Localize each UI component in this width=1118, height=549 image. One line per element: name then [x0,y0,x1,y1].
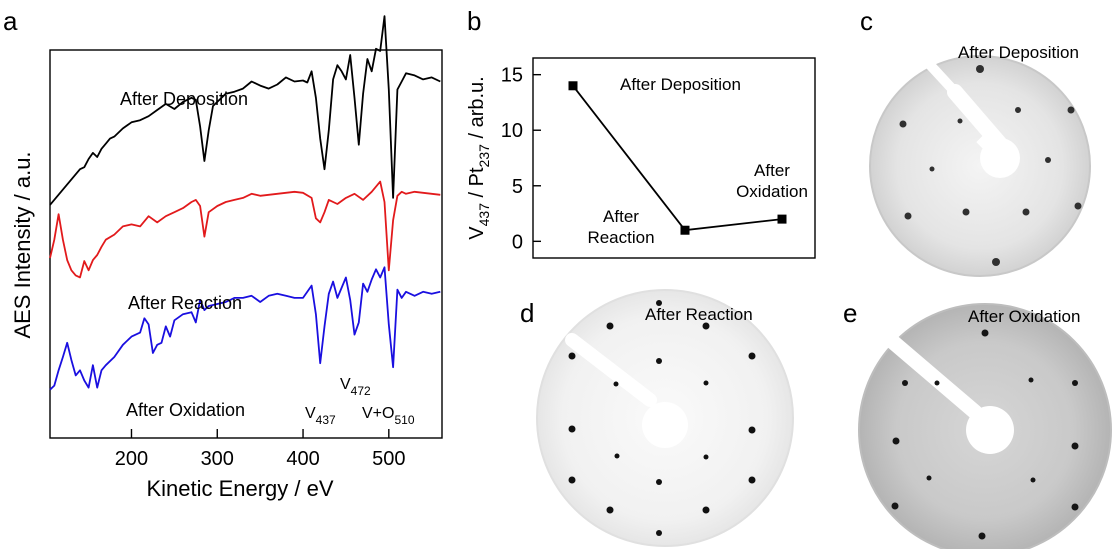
image-caption-e: After Oxidation [968,307,1080,326]
peak-label-vo510: V+O510 [362,405,415,427]
ratio-ylabel: V437 / Pt237 / arb.u. [466,76,492,239]
aes-chart: 200 300 400 500 Kinetic Energy / eV AES Int… [10,15,443,501]
label-after-deposition: After Deposition [120,89,248,109]
aes-x-tick-label: 200 [115,448,148,470]
panel-label-c: c [860,6,873,36]
aes-series-line [49,15,441,206]
ratio-plot-frame [532,57,816,259]
label-after-reaction: After Reaction [128,293,242,313]
label-after-oxidation: After Oxidation [126,400,245,420]
panel-label-b: b [467,6,481,36]
point-label-reaction-1: After [603,207,639,226]
ratio-y-tick-label: 0 [512,231,523,253]
point-label-reaction-2: Reaction [587,228,654,247]
leed-image-d: After Reaction [536,289,794,547]
aes-x-tick-label: 500 [372,448,405,470]
aes-x-tick-label: 300 [201,448,234,470]
peak-label-v437: V437 [305,405,336,427]
leed-image-c: After Deposition [869,43,1091,277]
ratio-point-marker [568,81,578,91]
image-caption-c: After Deposition [958,43,1079,62]
panel-label-e: e [843,298,857,328]
panel-label-a: a [3,6,18,36]
ratio-y-tick-label: 10 [501,120,523,142]
ratio-series-layer [568,81,787,235]
ratio-point-marker [777,214,787,224]
ratio-y-tick-label: 15 [501,65,523,87]
ratio-y-axis: 0 5 10 15 [501,65,541,253]
aes-x-axis: 200 300 400 500 [115,429,406,470]
aes-xlabel: Kinetic Energy / eV [146,476,333,501]
point-label-oxidation-2: Oxidation [736,182,808,201]
aes-series-layer [49,15,441,391]
aes-plot-frame [49,49,443,439]
image-caption-d: After Reaction [645,305,753,324]
panel-label-d: d [520,298,534,328]
peak-label-v472: V472 [340,376,371,398]
aes-series-line [49,180,441,279]
aes-ylabel: AES Intensity / a.u. [10,151,35,338]
ratio-chart: 0 5 10 15 V437 / Pt237 / arb.u. After Depos… [466,57,816,259]
point-label-deposition: After Deposition [620,75,741,94]
leed-image-e: After Oxidation [858,303,1112,549]
aes-series-line [49,266,441,391]
ratio-y-tick-label: 5 [512,176,523,198]
point-label-oxidation-1: After [754,161,790,180]
ratio-point-marker [680,225,690,235]
aes-x-tick-label: 400 [286,448,319,470]
